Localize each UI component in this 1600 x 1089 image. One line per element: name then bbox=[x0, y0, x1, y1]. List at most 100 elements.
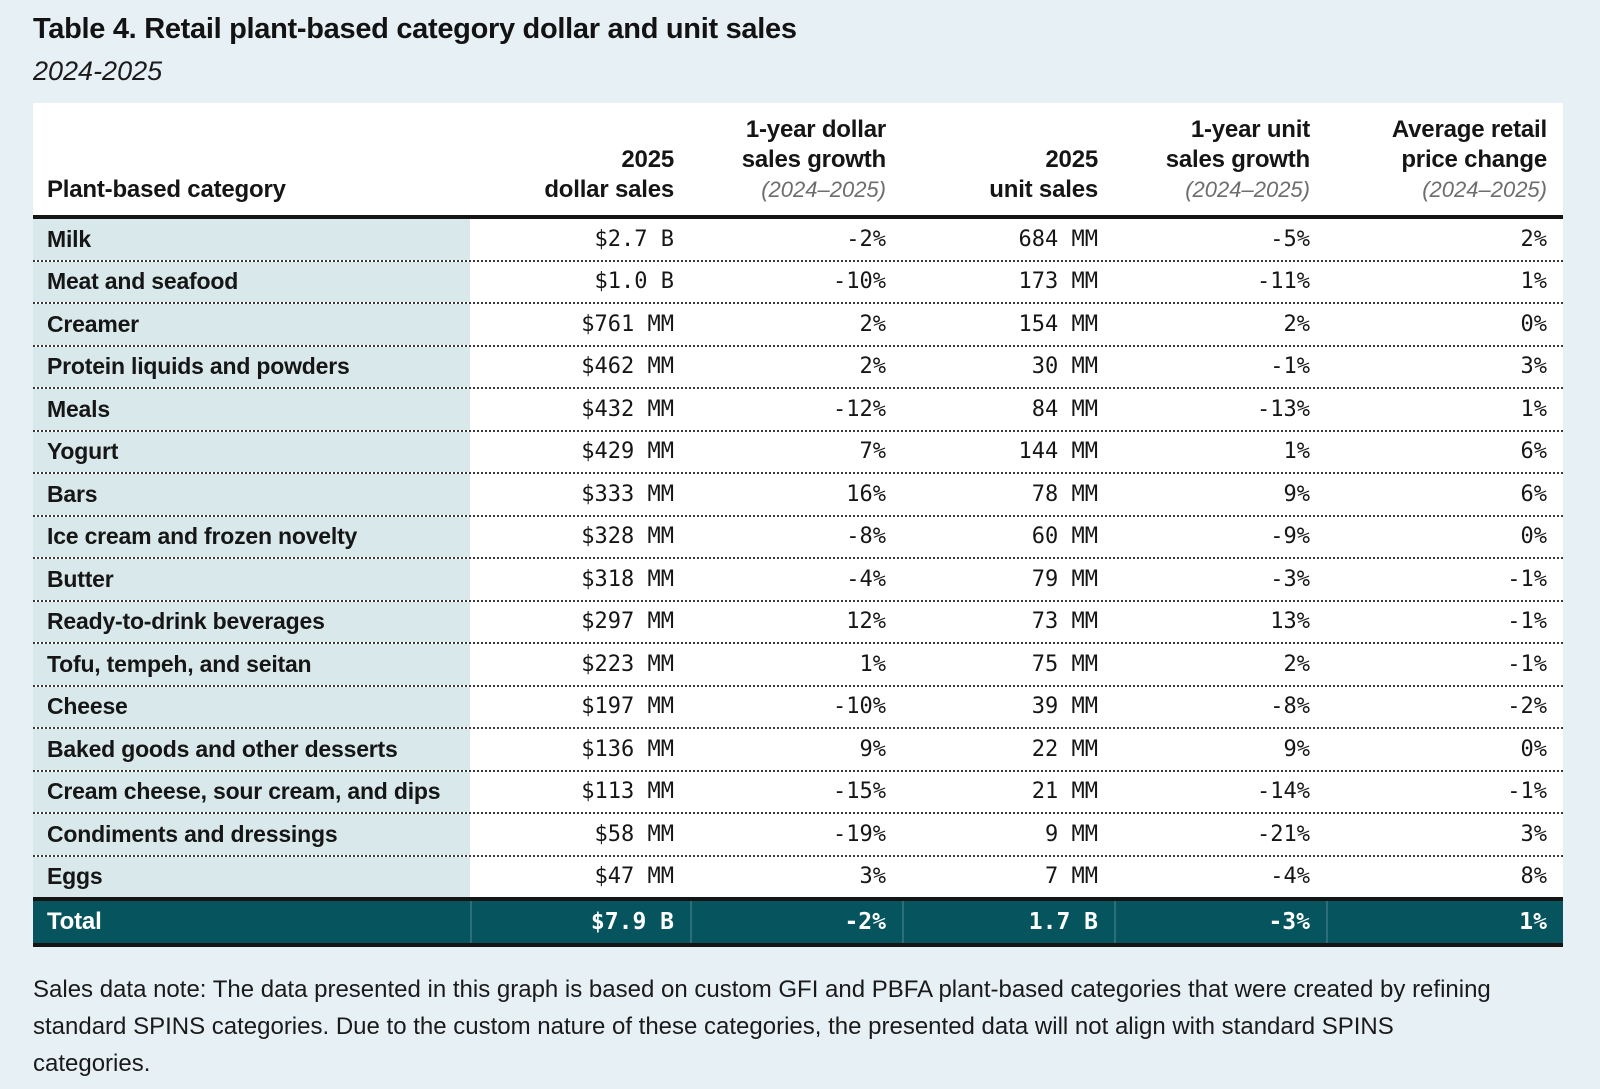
table-row: Cheese $197 MM -10% 39 MM -8% -2% bbox=[33, 686, 1563, 729]
col-header-category: Plant-based category bbox=[33, 103, 470, 215]
category-cell: Butter bbox=[33, 559, 470, 600]
dollar-sales-cell: $223 MM bbox=[581, 651, 674, 677]
unit-sales-cell: 22 MM bbox=[1031, 736, 1098, 762]
dollar-sales-cell: $328 MM bbox=[581, 524, 674, 550]
unit-growth-cell: 1% bbox=[1283, 439, 1311, 465]
dollar-growth-cell: 9% bbox=[859, 736, 887, 762]
unit-growth-cell: -11% bbox=[1257, 269, 1310, 295]
dollar-sales-cell: $761 MM bbox=[581, 311, 674, 337]
unit-growth-cell: -5% bbox=[1270, 226, 1310, 252]
dollar-growth-cell: -10% bbox=[833, 694, 886, 720]
total-label: Total bbox=[47, 908, 102, 935]
table-row: Ready-to-drink beverages $297 MM 12% 73 MM 1… bbox=[33, 601, 1563, 644]
col-header-line1: 2025 bbox=[621, 146, 674, 173]
price-change-cell: -1% bbox=[1507, 779, 1547, 805]
unit-sales-cell: 154 MM bbox=[1018, 311, 1098, 337]
dollar-sales-cell: $197 MM bbox=[581, 694, 674, 720]
col-header-period: (2024–2025) bbox=[1422, 177, 1547, 202]
total-unit-growth: -3% bbox=[1114, 901, 1326, 943]
price-change-cell: -1% bbox=[1507, 566, 1547, 592]
table-row: Baked goods and other desserts $136 MM 9% 2… bbox=[33, 729, 1563, 772]
dollar-sales-cell: $432 MM bbox=[581, 396, 674, 422]
unit-sales-cell: 173 MM bbox=[1018, 269, 1098, 295]
unit-growth-cell: 2% bbox=[1283, 311, 1311, 337]
price-change-cell: 1% bbox=[1520, 396, 1548, 422]
dollar-sales-cell: $136 MM bbox=[581, 736, 674, 762]
category-cell: Cream cheese, sour cream, and dips bbox=[33, 771, 470, 812]
col-header-line1: 1-year unit bbox=[1190, 116, 1310, 143]
dollar-sales-cell: $47 MM bbox=[594, 864, 674, 890]
dollar-growth-cell: 3% bbox=[859, 864, 887, 890]
unit-sales-cell: 21 MM bbox=[1031, 779, 1098, 805]
table-row: Eggs $47 MM 3% 7 MM -4% 8% bbox=[33, 856, 1563, 897]
table-row: Bars $333 MM 16% 78 MM 9% 6% bbox=[33, 474, 1563, 517]
col-header-line2: sales growth bbox=[741, 146, 887, 173]
table-row: Condiments and dressings $58 MM -19% 9 MM -2… bbox=[33, 814, 1563, 857]
col-header-line1: Average retail bbox=[1391, 116, 1547, 143]
col-header-dollar-growth: 1-year dollar sales growth (2024–2025) bbox=[690, 103, 902, 215]
price-change-cell: 0% bbox=[1520, 736, 1548, 762]
col-header-line1: 2025 bbox=[1045, 146, 1098, 173]
category-cell: Yogurt bbox=[33, 431, 470, 472]
col-header-line2: sales growth bbox=[1165, 146, 1311, 173]
price-change-cell: 6% bbox=[1520, 481, 1548, 507]
unit-sales-cell: 7 MM bbox=[1045, 864, 1098, 890]
unit-growth-cell: 9% bbox=[1283, 736, 1311, 762]
price-change-cell: -1% bbox=[1507, 609, 1547, 635]
table-row: Tofu, tempeh, and seitan $223 MM 1% 75 MM 2%… bbox=[33, 644, 1563, 687]
category-cell: Eggs bbox=[33, 856, 470, 897]
unit-sales-cell: 60 MM bbox=[1031, 524, 1098, 550]
col-header-label: Plant-based category bbox=[47, 176, 286, 203]
unit-growth-cell: -3% bbox=[1270, 566, 1310, 592]
unit-growth-cell: 13% bbox=[1270, 609, 1310, 635]
dollar-growth-cell: 2% bbox=[859, 354, 887, 380]
total-price-change: 1% bbox=[1326, 901, 1563, 943]
table-header-row: Plant-based category 2025 dollar sales 1… bbox=[33, 103, 1563, 219]
unit-sales-cell: 75 MM bbox=[1031, 651, 1098, 677]
dollar-growth-cell: 16% bbox=[846, 481, 886, 507]
sales-data-note: Sales data note: The data presented in t… bbox=[33, 976, 1491, 1077]
col-header-price-change: Average retail price change (2024–2025) bbox=[1326, 103, 1563, 215]
dollar-sales-cell: $333 MM bbox=[581, 481, 674, 507]
price-change-cell: 2% bbox=[1520, 226, 1548, 252]
price-change-cell: 0% bbox=[1520, 311, 1548, 337]
price-change-cell: -2% bbox=[1507, 694, 1547, 720]
col-header-unit-growth: 1-year unit sales growth (2024–2025) bbox=[1114, 103, 1326, 215]
unit-growth-cell: -8% bbox=[1270, 694, 1310, 720]
unit-sales-cell: 9 MM bbox=[1045, 821, 1098, 847]
category-cell: Protein liquids and powders bbox=[33, 346, 470, 387]
unit-growth-cell: 2% bbox=[1283, 651, 1311, 677]
table-row: Milk $2.7 B -2% 684 MM -5% 2% bbox=[33, 219, 1563, 262]
table-body: Milk $2.7 B -2% 684 MM -5% 2% Meat and seafood… bbox=[33, 219, 1563, 897]
dollar-sales-cell: $297 MM bbox=[581, 609, 674, 635]
col-header-line2: price change bbox=[1401, 146, 1547, 173]
dollar-growth-cell: -10% bbox=[833, 269, 886, 295]
unit-sales-cell: 39 MM bbox=[1031, 694, 1098, 720]
price-change-cell: 0% bbox=[1520, 524, 1548, 550]
price-change-cell: 3% bbox=[1520, 821, 1548, 847]
price-change-cell: 1% bbox=[1520, 269, 1548, 295]
dollar-sales-cell: $58 MM bbox=[594, 821, 674, 847]
category-cell: Condiments and dressings bbox=[33, 814, 470, 855]
total-dollar-growth: -2% bbox=[690, 901, 902, 943]
dollar-sales-cell: $113 MM bbox=[581, 779, 674, 805]
dollar-growth-cell: 1% bbox=[859, 651, 887, 677]
table-row: Creamer $761 MM 2% 154 MM 2% 0% bbox=[33, 304, 1563, 347]
unit-growth-cell: -4% bbox=[1270, 864, 1310, 890]
col-header-line2: unit sales bbox=[989, 176, 1098, 203]
dollar-growth-cell: -15% bbox=[833, 779, 886, 805]
category-cell: Baked goods and other desserts bbox=[33, 729, 470, 770]
unit-sales-cell: 73 MM bbox=[1031, 609, 1098, 635]
category-cell: Tofu, tempeh, and seitan bbox=[33, 644, 470, 685]
unit-sales-cell: 84 MM bbox=[1031, 396, 1098, 422]
table-row: Meals $432 MM -12% 84 MM -13% 1% bbox=[33, 389, 1563, 432]
unit-sales-cell: 78 MM bbox=[1031, 481, 1098, 507]
category-cell: Creamer bbox=[33, 304, 470, 345]
table-subtitle: 2024-2025 bbox=[33, 56, 163, 86]
unit-sales-cell: 144 MM bbox=[1018, 439, 1098, 465]
category-cell: Ready-to-drink beverages bbox=[33, 601, 470, 642]
table-row: Butter $318 MM -4% 79 MM -3% -1% bbox=[33, 559, 1563, 602]
dollar-sales-cell: $462 MM bbox=[581, 354, 674, 380]
unit-growth-cell: -21% bbox=[1257, 821, 1310, 847]
